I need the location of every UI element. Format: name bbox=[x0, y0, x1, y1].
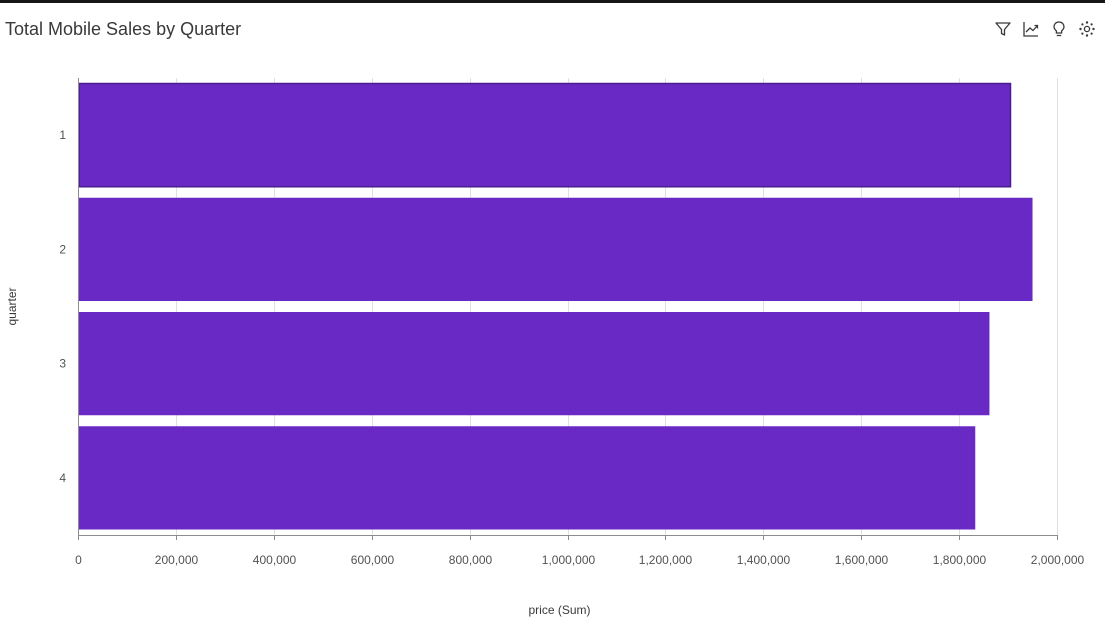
y-tick-label: 3 bbox=[59, 357, 66, 371]
trend-icon[interactable] bbox=[1021, 19, 1041, 39]
y-axis-title: quarter bbox=[5, 287, 19, 325]
x-tick-label: 600,000 bbox=[351, 553, 395, 567]
x-tick-label: 0 bbox=[75, 553, 82, 567]
chart-title: Total Mobile Sales by Quarter bbox=[5, 19, 242, 39]
x-tick-label: 1,800,000 bbox=[933, 553, 987, 567]
x-tick-label: 1,400,000 bbox=[737, 553, 791, 567]
x-tick-label: 200,000 bbox=[155, 553, 199, 567]
x-tick-label: 2,000,000 bbox=[1031, 553, 1085, 567]
bars bbox=[78, 82, 1033, 530]
lightbulb-icon[interactable] bbox=[1049, 19, 1069, 39]
x-tick-label: 400,000 bbox=[253, 553, 297, 567]
y-tick-label: 1 bbox=[59, 128, 66, 142]
bar-quarter-4 bbox=[79, 426, 976, 530]
settings-icon[interactable] bbox=[1077, 19, 1097, 39]
bar-quarter-3 bbox=[79, 312, 990, 416]
y-tick-label: 2 bbox=[59, 242, 66, 256]
filter-icon[interactable] bbox=[993, 19, 1013, 39]
y-tick-label: 4 bbox=[59, 471, 66, 485]
x-tick-label: 1,000,000 bbox=[542, 553, 596, 567]
x-tick-label: 800,000 bbox=[449, 553, 493, 567]
axes: 0 200,000 400,000 600,000 800,000 1,000,000 1,… bbox=[59, 78, 1085, 567]
bar-quarter-2 bbox=[79, 197, 1033, 301]
chart-toolbar bbox=[993, 19, 1097, 39]
top-border bbox=[0, 0, 1105, 3]
x-tick-label: 1,200,000 bbox=[639, 553, 693, 567]
bar-quarter-1 bbox=[78, 82, 1012, 188]
x-axis-title: price (Sum) bbox=[528, 603, 590, 617]
x-tick-label: 1,600,000 bbox=[835, 553, 889, 567]
